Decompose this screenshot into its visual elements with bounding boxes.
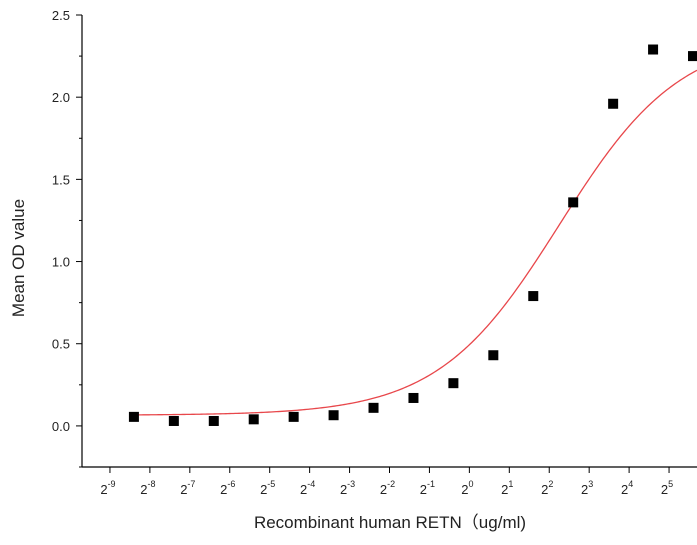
x-tick-label: 2-9: [100, 479, 115, 497]
x-tick-label: 2-4: [300, 479, 315, 497]
x-tick-label: 24: [621, 479, 633, 497]
x-tick-label: 23: [581, 479, 593, 497]
data-point: [408, 392, 419, 403]
data-point: [488, 350, 499, 361]
data-point: [208, 415, 219, 426]
data-point: [128, 411, 139, 422]
x-tick-label: 25: [661, 479, 673, 497]
data-point: [608, 98, 619, 109]
y-tick-label: 1.5: [52, 172, 70, 187]
x-axis-title: Recombinant human RETN（ug/ml): [254, 513, 526, 532]
y-tick-label: 2.5: [52, 8, 70, 23]
x-tick-label: 2-2: [380, 479, 395, 497]
fit-curve: [133, 69, 697, 416]
data-point: [528, 291, 539, 302]
data-point: [288, 411, 299, 422]
x-tick-label: 2-7: [180, 479, 195, 497]
x-tick-label: 20: [461, 479, 473, 497]
y-axis-title: Mean OD value: [9, 199, 28, 317]
x-axis-ticks: 2-9 2-8 2-7 2-6 2-5 2-4 2-3 2-2 2-1 20 21 22 23 24 25: [100, 467, 673, 497]
data-point: [168, 415, 179, 426]
y-tick-label: 0.0: [52, 419, 70, 434]
x-tick-label: 2-3: [340, 479, 355, 497]
data-point: [448, 378, 459, 389]
y-axis-ticks: 0.0 0.5 1.0 1.5 2.0 2.5: [52, 8, 82, 468]
x-tick-label: 21: [501, 479, 513, 497]
y-tick-label: 1.0: [52, 255, 70, 270]
y-tick-label: 0.5: [52, 337, 70, 352]
data-point: [568, 197, 579, 208]
data-point: [648, 44, 659, 55]
x-tick-label: 22: [541, 479, 553, 497]
data-point: [248, 414, 259, 425]
axes: [81, 15, 697, 468]
x-tick-label: 2-1: [420, 479, 435, 497]
data-points: [128, 44, 697, 426]
y-tick-label: 2.0: [52, 90, 70, 105]
data-point: [368, 402, 379, 413]
x-tick-label: 2-5: [260, 479, 275, 497]
x-tick-label: 2-6: [220, 479, 235, 497]
data-point: [328, 410, 339, 421]
x-tick-label: 2-8: [140, 479, 155, 497]
data-point: [688, 51, 697, 62]
